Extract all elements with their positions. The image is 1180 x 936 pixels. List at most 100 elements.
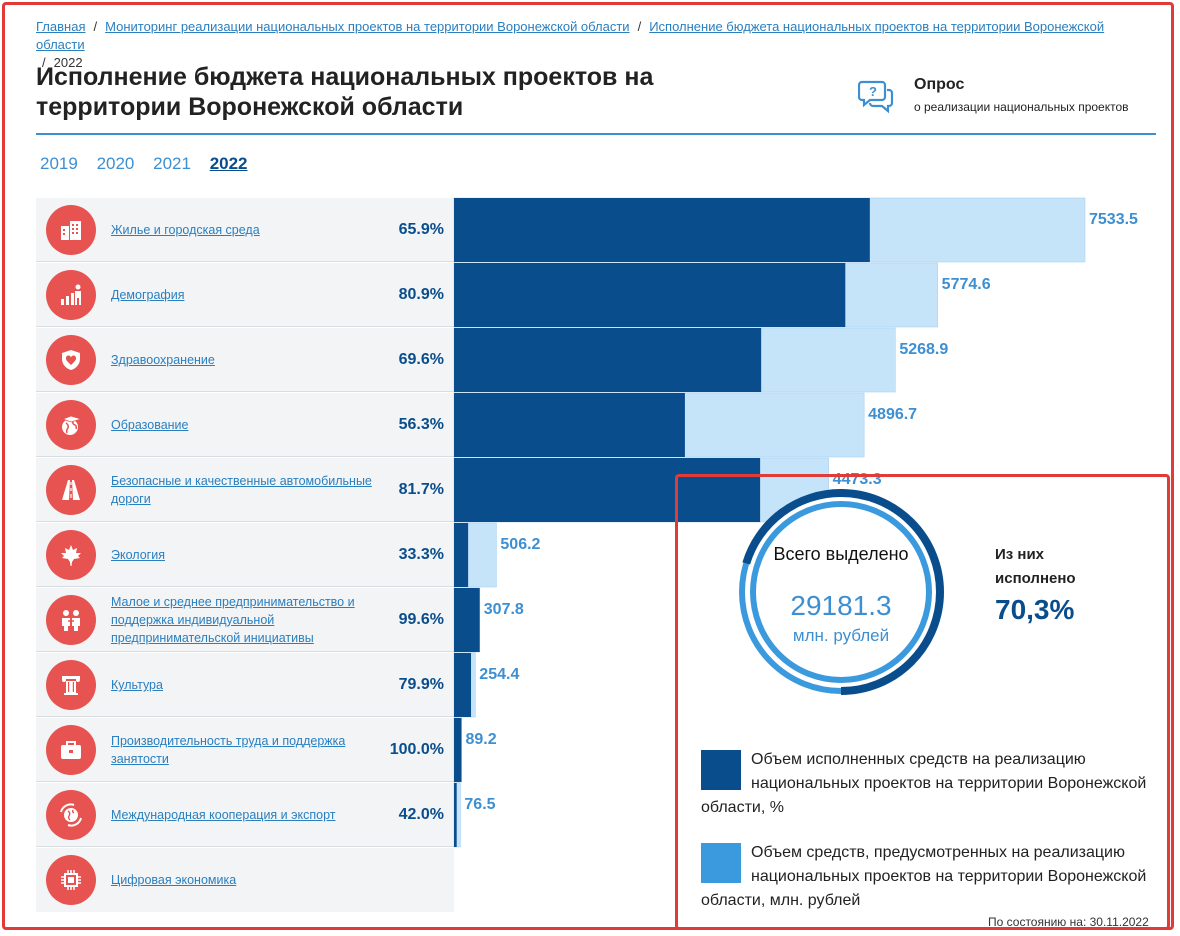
- project-link[interactable]: Здравоохранение: [111, 353, 215, 367]
- bar-executed: [454, 718, 462, 782]
- executed-label: Из них исполнено: [995, 546, 1076, 587]
- as-of-date: По состоянию на: 30.11.2022: [988, 915, 1149, 929]
- project-link[interactable]: Жилье и городская среда: [111, 223, 260, 237]
- breadcrumb-monitoring[interactable]: Мониторинг реализации национальных проек…: [105, 19, 630, 34]
- breadcrumb-home[interactable]: Главная: [36, 19, 86, 34]
- survey-link[interactable]: ? Опрос о реализации национальных проект…: [858, 74, 1158, 118]
- bar-allocated: [453, 587, 481, 653]
- bar-value-label: 5268.9: [899, 341, 948, 358]
- bar-executed: [454, 328, 762, 392]
- year-tab-2019[interactable]: 2019: [40, 154, 78, 173]
- project-row: Производительность труда и поддержка зан…: [36, 718, 454, 782]
- bar-allocated: [453, 782, 461, 848]
- donut-executed-arc: [738, 489, 944, 695]
- total-donut: [738, 489, 944, 695]
- project-row: Образование 56.3%: [36, 393, 454, 457]
- project-row: Экология 33.3%: [36, 523, 454, 587]
- project-row: Международная кооперация и экспорт 42.0%: [36, 783, 454, 847]
- bar-value-label: 506.2: [500, 536, 540, 553]
- bar-executed: [454, 198, 870, 262]
- bar-executed: [454, 393, 685, 457]
- project-row: Культура 79.9%: [36, 653, 454, 717]
- project-row: Демография 80.9%: [36, 263, 454, 327]
- project-link[interactable]: Образование: [111, 418, 189, 432]
- demography-icon: [61, 284, 81, 305]
- bar-value-label: 254.4: [479, 666, 519, 683]
- project-link[interactable]: Цифровая экономика: [111, 873, 237, 887]
- year-tab-2021[interactable]: 2021: [153, 154, 191, 173]
- svg-text:?: ?: [869, 84, 877, 99]
- bar-allocated: [453, 262, 938, 328]
- total-summary: Всего выделено 29181.3 млн. рублей: [735, 486, 947, 698]
- breadcrumb: Главная / Мониторинг реализации национальн…: [36, 19, 1105, 70]
- summary-panel-highlight: [675, 474, 1170, 930]
- legend-allocated: Объем средств, предусмотренных на реализ…: [701, 841, 1151, 913]
- education-globe-icon: [61, 415, 83, 435]
- survey-title: Опрос: [914, 76, 965, 93]
- bar-executed: [454, 783, 457, 847]
- bar-executed: [454, 653, 472, 717]
- project-percent: 56.3%: [398, 416, 444, 433]
- health-shield-icon: [62, 350, 80, 370]
- header-divider: [36, 133, 1156, 135]
- project-row: Цифровая экономика: [36, 848, 454, 912]
- year-tabs: 2019 2020 2021 2022: [40, 154, 262, 174]
- project-row: Малое и среднее предпринимательство и по…: [36, 588, 454, 652]
- project-percent: 80.9%: [398, 286, 444, 303]
- project-percent: 69.6%: [398, 351, 444, 368]
- chip-icon: [61, 870, 81, 890]
- bar-value-label: 89.2: [465, 731, 496, 748]
- breadcrumb-current: 2022: [53, 55, 83, 70]
- buildings-icon: [61, 221, 81, 240]
- project-link[interactable]: Международная кооперация и экспорт: [111, 808, 336, 822]
- bar-allocated: [453, 717, 462, 783]
- bar-allocated: [453, 197, 1086, 263]
- executed-value: 70,3%: [995, 594, 1075, 625]
- maple-leaf-icon: [61, 545, 81, 566]
- bar-value-label: 76.5: [464, 796, 495, 813]
- bar-value-label: 4896.7: [868, 406, 917, 423]
- bar-allocated: [453, 652, 476, 718]
- bar-allocated: [453, 327, 896, 393]
- legend-executed: Объем исполненных средств на реализацию …: [701, 748, 1151, 820]
- project-row: Жилье и городская среда 65.9%: [36, 198, 454, 262]
- breadcrumb-budget[interactable]: Исполнение бюджета национальных проектов…: [36, 19, 1105, 52]
- project-percent: 79.9%: [398, 676, 444, 693]
- bar-executed: [454, 523, 469, 587]
- project-link[interactable]: Культура: [111, 678, 163, 692]
- bar-executed: [454, 263, 846, 327]
- project-percent: 33.3%: [398, 546, 444, 563]
- bar-value-label: 7533.5: [1089, 211, 1138, 228]
- project-row: Здравоохранение 69.6%: [36, 328, 454, 392]
- project-percent: 99.6%: [398, 611, 444, 628]
- chat-question-icon: ?: [858, 80, 894, 114]
- column-icon: [62, 676, 80, 695]
- legend-executed-text: Объем исполненных средств на реализацию …: [701, 751, 1147, 816]
- business-people-icon: [62, 610, 80, 631]
- bar-executed: [454, 588, 480, 652]
- donut-inner-ring: [750, 501, 932, 683]
- total-value: 29181.3: [790, 590, 892, 621]
- project-percent: 100.0%: [389, 741, 444, 758]
- globe-arrows-icon: [60, 803, 82, 827]
- project-link[interactable]: Демография: [111, 288, 185, 302]
- legend-swatch-allocated: [701, 843, 741, 883]
- year-tab-2022[interactable]: 2022: [209, 154, 248, 173]
- legend-allocated-text: Объем средств, предусмотренных на реализ…: [701, 844, 1147, 909]
- total-unit: млн. рублей: [792, 626, 890, 645]
- project-link[interactable]: Производительность труда и поддержка зан…: [111, 734, 346, 766]
- page-title: Исполнение бюджета национальных проектов…: [36, 63, 654, 121]
- survey-subtitle: о реализации национальных проектов: [914, 100, 1129, 114]
- bar-value-label: 307.8: [484, 601, 524, 618]
- project-row: Безопасные и качественные автомобильные …: [36, 458, 454, 522]
- project-link[interactable]: Малое и среднее предпринимательство и по…: [111, 595, 355, 645]
- project-link[interactable]: Экология: [111, 548, 165, 562]
- total-label: Всего выделено: [773, 544, 909, 564]
- year-tab-2020[interactable]: 2020: [96, 154, 135, 173]
- bar-allocated: [453, 392, 865, 458]
- road-icon: [62, 480, 80, 500]
- project-percent: 42.0%: [398, 806, 444, 823]
- project-link[interactable]: Безопасные и качественные автомобильные …: [111, 474, 372, 506]
- legend-swatch-executed: [701, 750, 741, 790]
- briefcase-icon: [61, 741, 81, 759]
